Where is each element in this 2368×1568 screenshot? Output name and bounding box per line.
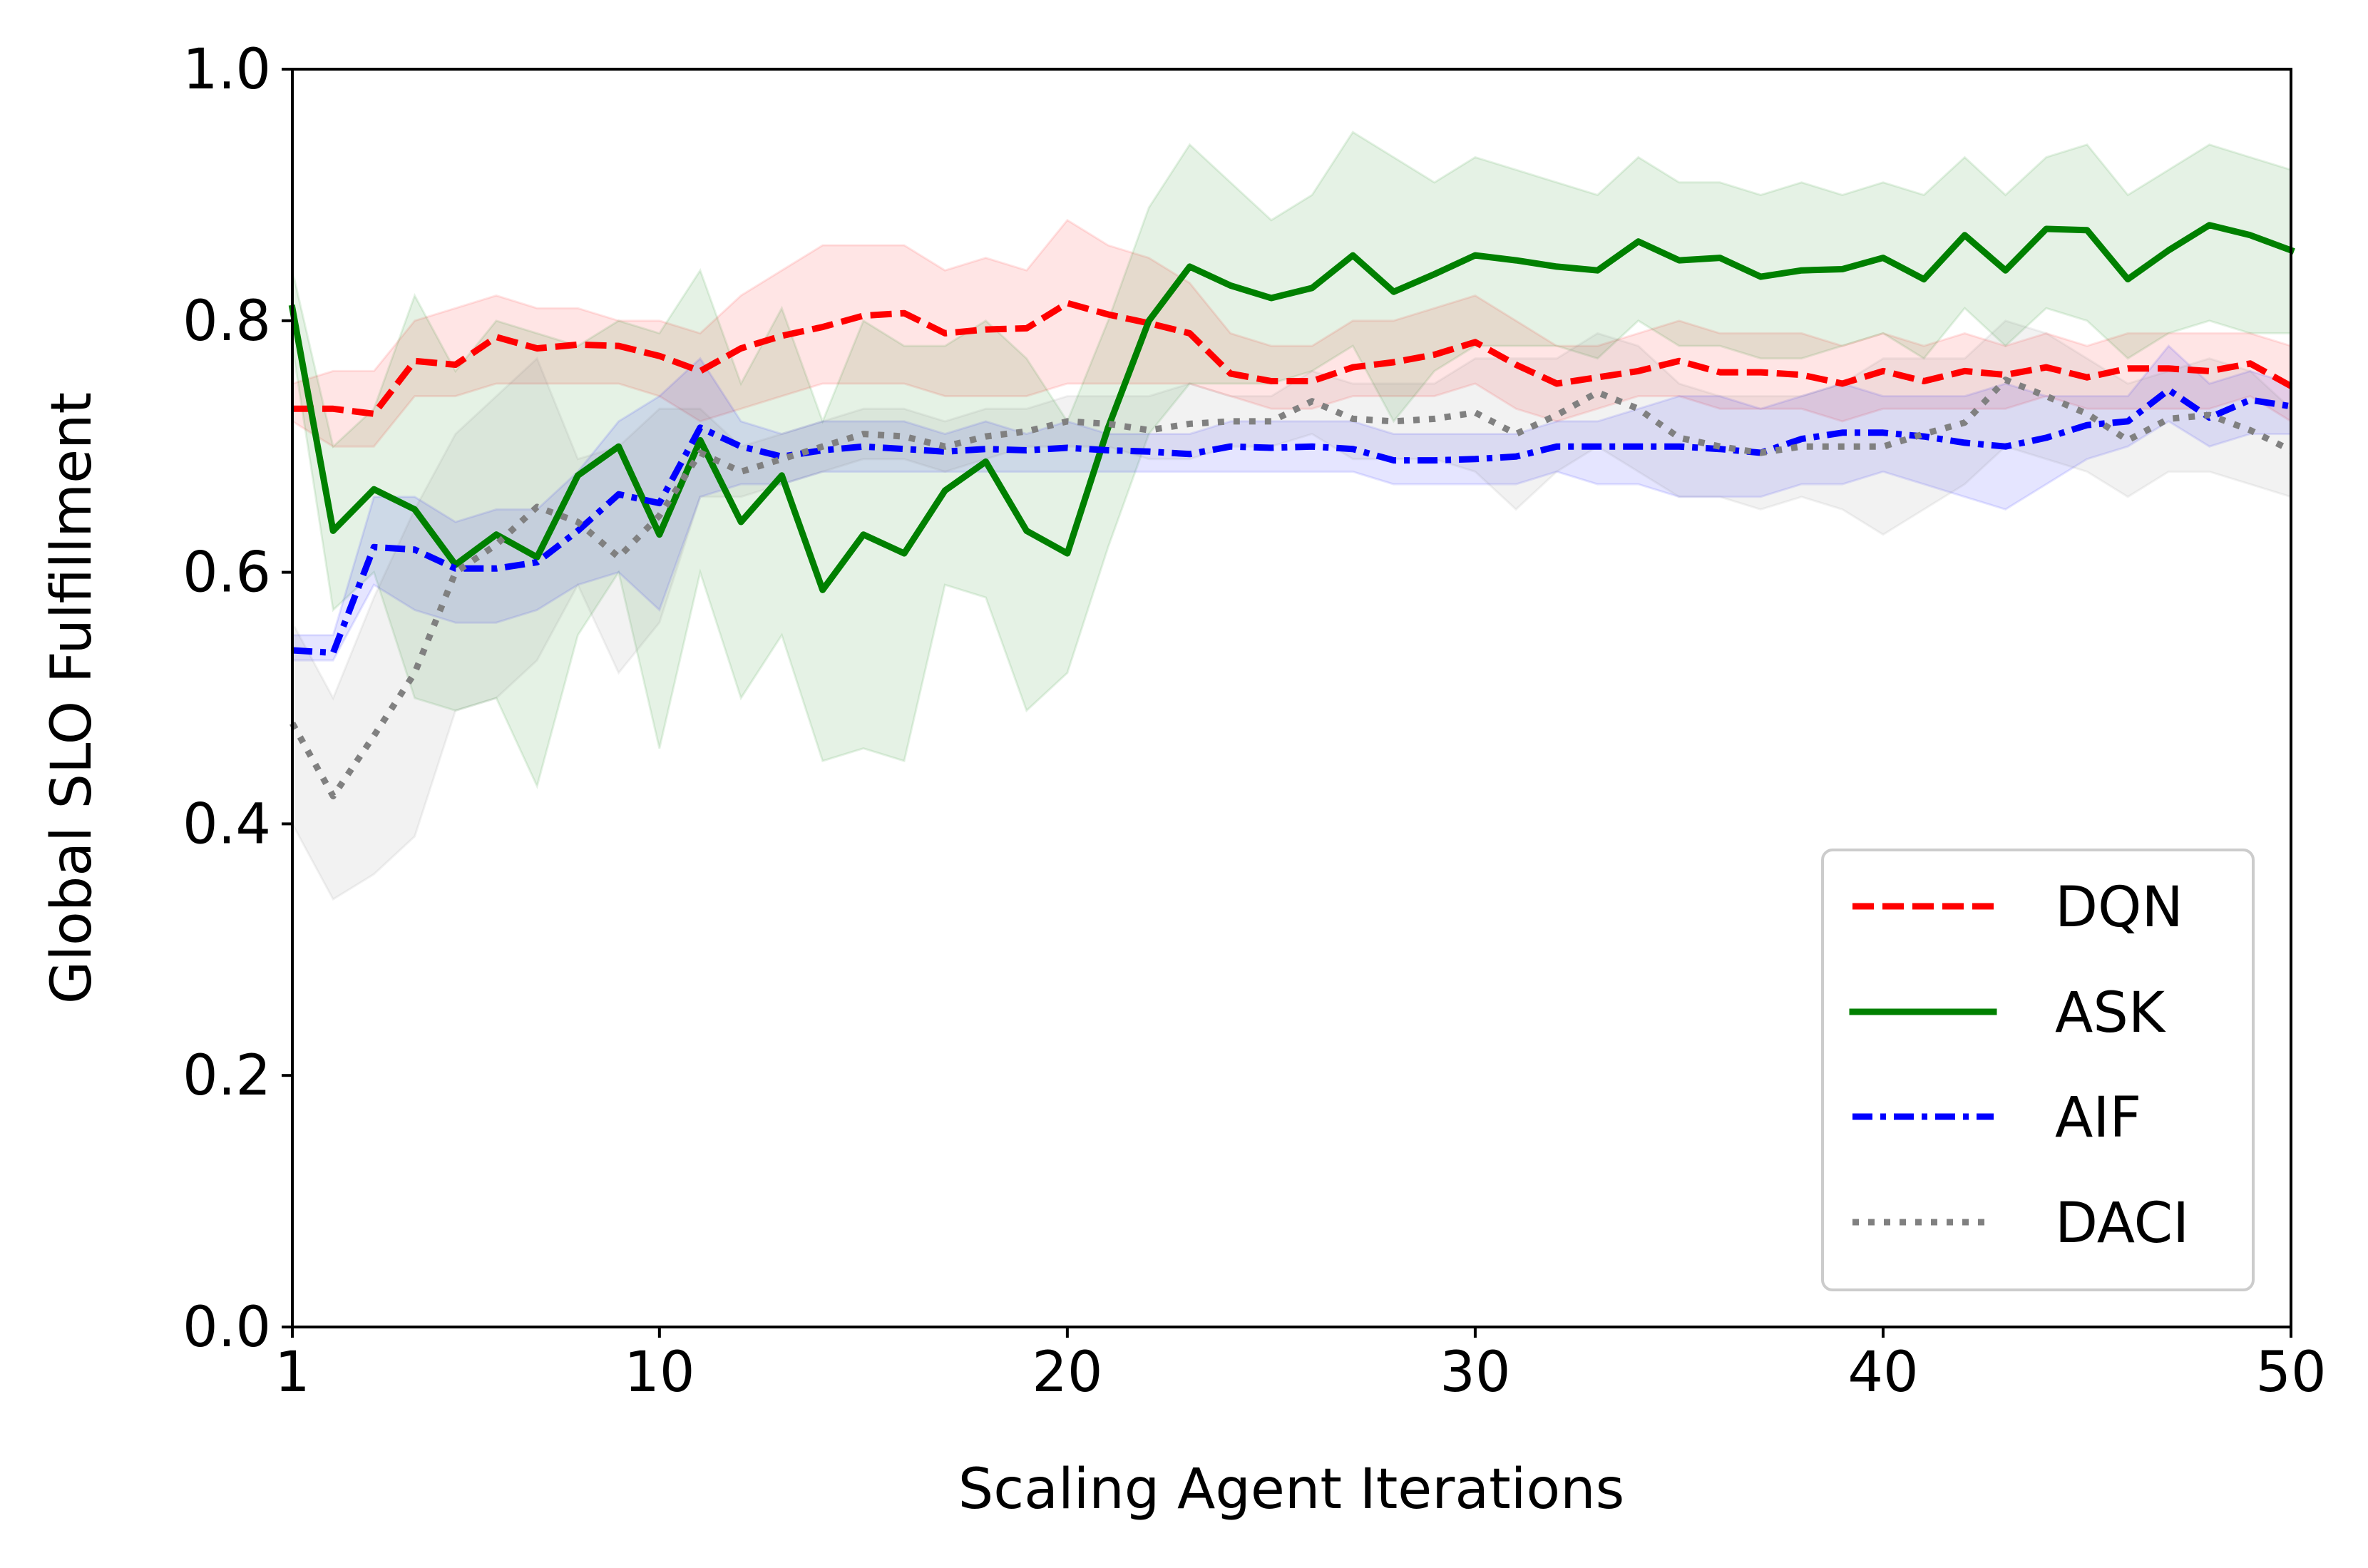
x-tick-label: 20 xyxy=(1032,1341,1102,1405)
x-tick-label: 40 xyxy=(1847,1341,1918,1405)
x-axis-ticks: 1 10 20 30 40 50 xyxy=(275,1327,2327,1405)
legend-box xyxy=(1821,849,2255,1291)
legend-label-ask: ASK xyxy=(2055,981,2166,1045)
y-axis-ticks: 0.0 0.2 0.4 0.6 0.8 1.0 xyxy=(183,38,292,1360)
legend-label-daci: DACI xyxy=(2055,1192,2189,1256)
series-line-daci xyxy=(289,376,2292,800)
legend-label-dqn: DQN xyxy=(2055,876,2183,940)
series-line-ask xyxy=(288,222,2295,593)
x-axis-label: Scaling Agent Iterations xyxy=(958,1457,1624,1522)
y-tick-label: 0.8 xyxy=(183,289,271,354)
x-tick-label: 50 xyxy=(2255,1341,2326,1405)
x-tick-label: 30 xyxy=(1440,1341,1510,1405)
y-axis-label: Global SLO Fulfillment xyxy=(40,392,104,1004)
y-tick-label: 0.6 xyxy=(183,541,271,605)
legend: DQN ASK AIF DACI xyxy=(1821,849,2255,1291)
plot-frame xyxy=(291,68,2292,1328)
y-tick-label: 1.0 xyxy=(183,38,271,102)
legend-label-aif: AIF xyxy=(2055,1086,2141,1150)
series-lines xyxy=(288,222,2295,800)
series-line-dqn xyxy=(292,299,2293,417)
series-line-aif xyxy=(292,386,2292,656)
y-tick-label: 0.0 xyxy=(183,1296,271,1360)
y-tick-label: 0.2 xyxy=(183,1044,271,1108)
x-tick-label: 1 xyxy=(275,1341,310,1405)
x-tick-label: 10 xyxy=(624,1341,694,1405)
y-tick-label: 0.4 xyxy=(183,792,271,856)
